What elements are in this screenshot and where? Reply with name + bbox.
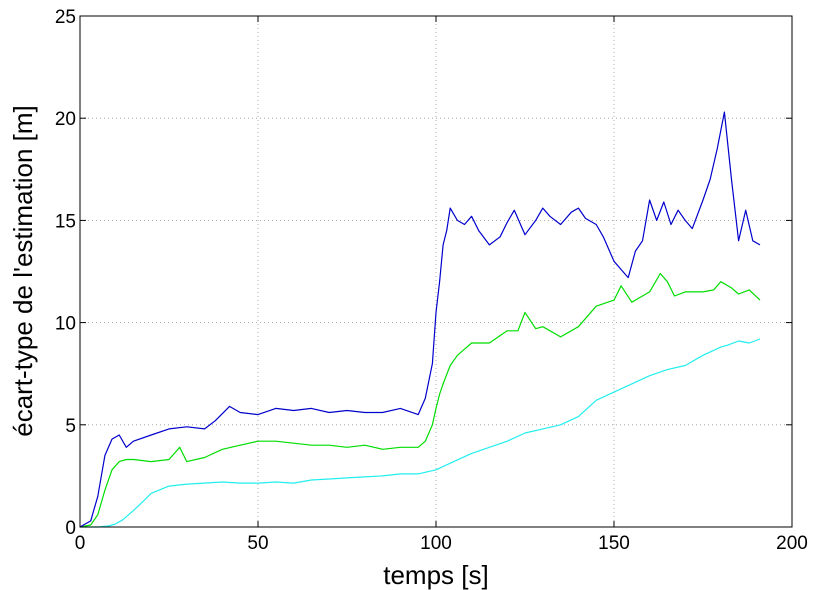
y-tick-label: 5	[65, 416, 76, 437]
x-tick-label: 100	[420, 533, 452, 554]
y-tick-label: 10	[55, 314, 76, 335]
plot-area	[80, 16, 792, 527]
series-lines	[79, 111, 761, 528]
series-line-2	[79, 272, 761, 528]
axis-ticks: 0 50 100 150 200 0 5 10 15 20 25	[55, 7, 808, 554]
x-tick-label: 50	[247, 533, 268, 554]
y-axis-label: écart-type de l'estimation [m]	[8, 105, 38, 437]
y-tick-label: 0	[65, 518, 76, 539]
x-tick-label: 0	[75, 533, 86, 554]
y-tick-label: 20	[55, 109, 76, 130]
x-axis-label: temps [s]	[383, 560, 488, 590]
grid-lines	[80, 16, 792, 527]
x-tick-label: 200	[776, 533, 808, 554]
y-tick-label: 15	[55, 211, 76, 232]
x-tick-label: 150	[598, 533, 630, 554]
series-line-3	[80, 338, 761, 528]
y-tick-label: 25	[55, 7, 76, 28]
series-line-1	[79, 111, 761, 528]
